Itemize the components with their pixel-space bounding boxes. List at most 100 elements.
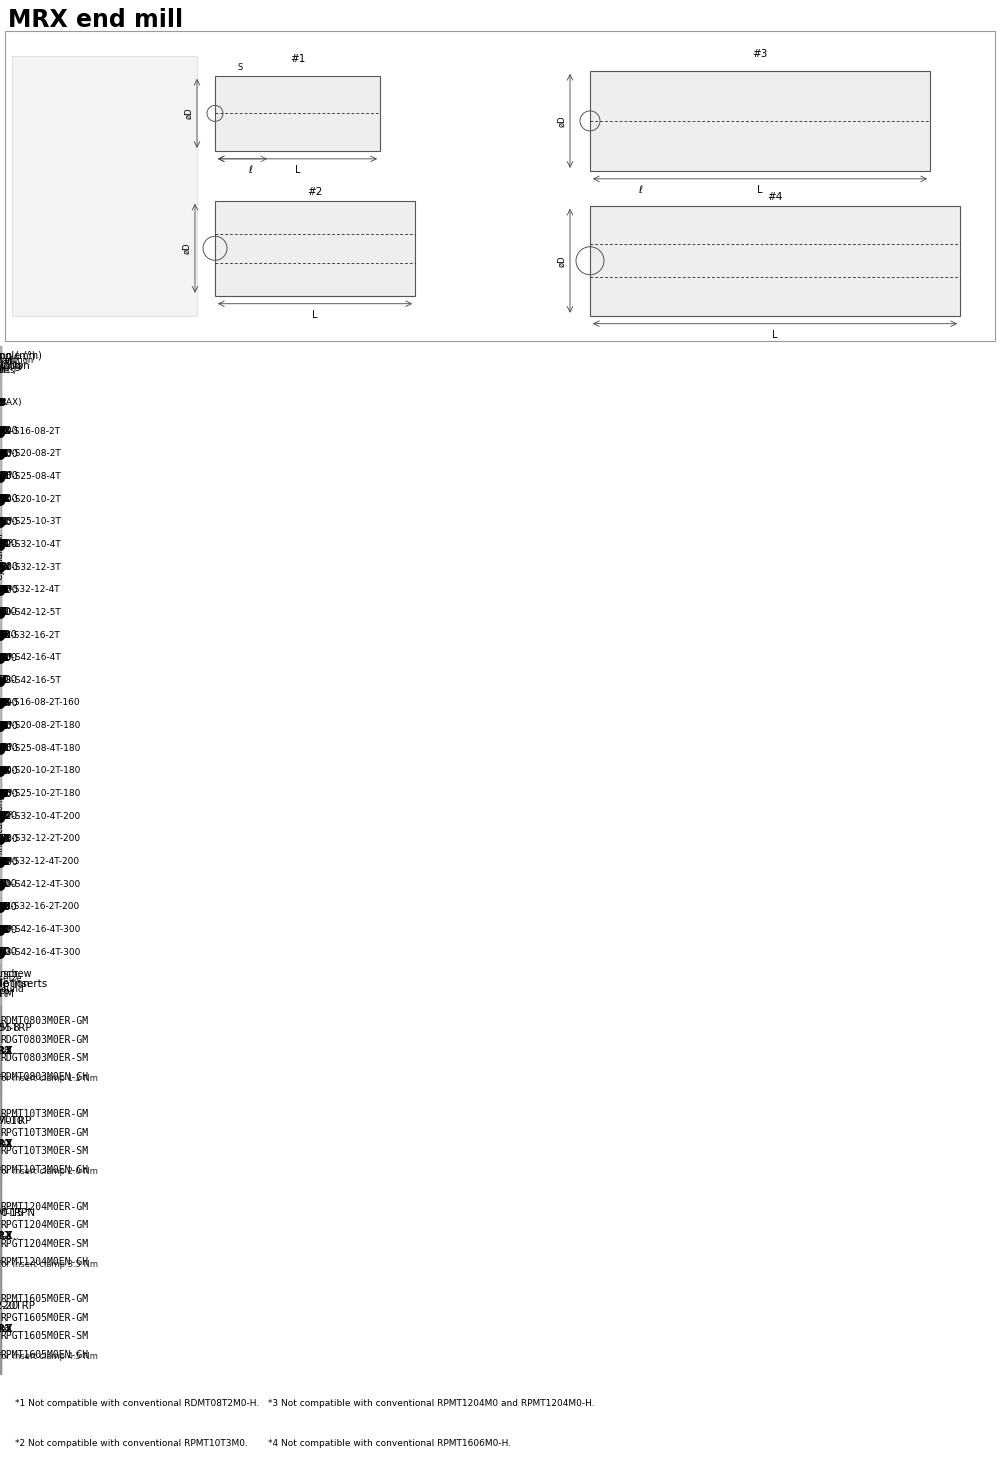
Text: 2: 2 xyxy=(0,427,3,435)
Text: L: L xyxy=(772,330,778,340)
Text: Clamp screw: Clamp screw xyxy=(0,969,32,978)
Text: #3: #3 xyxy=(0,902,8,912)
Text: 20: 20 xyxy=(0,766,7,775)
Text: ●: ● xyxy=(0,696,6,709)
Text: -5.5°: -5.5° xyxy=(0,516,12,527)
Text: Recommended torque for insert clamp 2.0 Nm: Recommended torque for insert clamp 2.0 … xyxy=(0,1167,98,1175)
Text: ●: ● xyxy=(0,560,6,574)
Text: Drawing: Drawing xyxy=(0,360,21,371)
Text: ●: ● xyxy=(0,787,6,800)
Text: 15,500: 15,500 xyxy=(0,925,18,934)
Text: 32: 32 xyxy=(0,630,7,640)
Text: 4: 4 xyxy=(0,925,3,934)
Text: 140: 140 xyxy=(0,585,10,594)
Text: 120: 120 xyxy=(0,472,10,481)
Text: #2: #2 xyxy=(0,472,8,481)
Text: 140: 140 xyxy=(0,630,10,640)
Text: #2: #2 xyxy=(0,812,8,821)
Text: ····-12...: ····-12... xyxy=(0,1231,19,1242)
Text: 20: 20 xyxy=(0,494,7,505)
Text: RPGT1204M0ER-GM: RPGT1204M0ER-GM xyxy=(1,1221,89,1230)
Text: #2: #2 xyxy=(0,788,8,799)
Text: Yes: Yes xyxy=(0,653,9,662)
Text: RDGT0803M0ER-GM: RDGT0803M0ER-GM xyxy=(1,1036,89,1044)
Text: -5.5°: -5.5° xyxy=(0,653,12,662)
Text: 4: 4 xyxy=(0,449,3,459)
Text: Recommended torque for insert clamp 3.5 Nm: Recommended torque for insert clamp 3.5 … xyxy=(0,1259,98,1268)
Text: 38,000: 38,000 xyxy=(0,699,18,708)
Text: Cylindrical (Long): Cylindrical (Long) xyxy=(0,790,5,865)
Text: MRX end mill: MRX end mill xyxy=(8,7,183,32)
Text: #3: #3 xyxy=(0,925,8,934)
Text: 5: 5 xyxy=(0,788,3,799)
Text: 160: 160 xyxy=(0,699,10,708)
Text: ●: ● xyxy=(0,855,6,868)
Bar xyxy=(590,206,960,316)
Text: ●: ● xyxy=(0,741,6,755)
Text: RDMT0803M0EN-GH: RDMT0803M0EN-GH xyxy=(1,1072,89,1083)
Text: 32-S32-10-4T-200: 32-S32-10-4T-200 xyxy=(0,812,80,821)
Text: *1 Not compatible with conventional RDMT08T2M0-H.   *3 Not compatible with conve: *1 Not compatible with conventional RDMT… xyxy=(15,1399,595,1408)
Text: 22,500: 22,500 xyxy=(0,812,18,821)
Text: 180: 180 xyxy=(0,721,10,731)
Text: RPMT1605M0EN-GH: RPMT1605M0EN-GH xyxy=(1,1350,89,1361)
Text: #3: #3 xyxy=(0,585,8,594)
Text: 16: 16 xyxy=(0,699,6,708)
Text: RPMT1204M0EN-GH: RPMT1204M0EN-GH xyxy=(1,1258,89,1268)
Text: +5°: +5° xyxy=(0,494,10,505)
Text: RPMT1605M0ER-GM: RPMT1605M0ER-GM xyxy=(1,1294,89,1305)
Text: 5.0: 5.0 xyxy=(0,494,8,505)
Text: #1: #1 xyxy=(0,699,8,708)
Text: 5: 5 xyxy=(0,608,3,618)
Text: 21,000: 21,000 xyxy=(0,856,18,866)
Text: Availability: Availability xyxy=(0,362,25,371)
Text: 2: 2 xyxy=(0,766,3,775)
Text: MRX: MRX xyxy=(0,699,11,708)
Text: MRX: MRX xyxy=(0,1324,12,1334)
Text: #2: #2 xyxy=(0,834,8,844)
Text: RPMT10T3M0ER-GM: RPMT10T3M0ER-GM xyxy=(1,1109,89,1119)
Text: 42: 42 xyxy=(0,675,7,685)
Text: 110: 110 xyxy=(0,427,10,435)
Text: 25-S25-10-3T: 25-S25-10-3T xyxy=(0,518,61,527)
Text: 13,500: 13,500 xyxy=(0,675,18,685)
Text: DTPM-10: DTPM-10 xyxy=(0,1115,23,1125)
Text: #2: #2 xyxy=(0,562,8,572)
Text: 5: 5 xyxy=(0,516,3,527)
Text: 40-S32-16-2T: 40-S32-16-2T xyxy=(0,631,61,640)
Text: MRX: MRX xyxy=(0,902,11,912)
Text: 4: 4 xyxy=(0,540,3,549)
Text: 180: 180 xyxy=(0,788,10,799)
Bar xyxy=(5,31,995,341)
Text: øD: øD xyxy=(184,107,193,119)
Text: 4: 4 xyxy=(0,947,3,958)
Text: Yes: Yes xyxy=(0,925,9,934)
Text: 40-S32-16-2T-200: 40-S32-16-2T-200 xyxy=(0,902,80,912)
Text: Yes: Yes xyxy=(0,812,9,821)
Text: 4: 4 xyxy=(0,585,3,594)
Text: ●: ● xyxy=(0,606,6,619)
Text: *2 Not compatible with conventional RPMT10T3M0.       *4 Not compatible with con: *2 Not compatible with conventional RPMT… xyxy=(15,1440,511,1449)
Text: 3: 3 xyxy=(0,562,3,572)
Text: 8.0: 8.0 xyxy=(0,925,8,934)
Text: 40: 40 xyxy=(0,630,6,640)
Text: ●: ● xyxy=(0,809,6,822)
Text: C: C xyxy=(0,399,4,407)
Text: DTPM-15: DTPM-15 xyxy=(0,1208,24,1218)
Text: A.R.(MAX): A.R.(MAX) xyxy=(0,399,23,407)
Text: Coolant
hole: Coolant hole xyxy=(0,356,17,375)
Text: 4.4: 4.4 xyxy=(0,653,8,662)
Text: 3.4: 3.4 xyxy=(0,585,8,594)
Text: 300: 300 xyxy=(0,947,10,958)
Text: 63: 63 xyxy=(0,947,6,958)
Text: Recommended torque for insert clamp 1.2 Nm: Recommended torque for insert clamp 1.2 … xyxy=(0,1074,98,1083)
Text: #1: #1 xyxy=(0,427,8,435)
Text: 4.4: 4.4 xyxy=(0,925,8,934)
Text: ●: ● xyxy=(0,538,6,552)
Text: -5.5°: -5.5° xyxy=(0,856,12,866)
Text: 50-S42-12-5T: 50-S42-12-5T xyxy=(0,608,61,616)
Text: #2: #2 xyxy=(307,187,323,197)
Text: -8°: -8° xyxy=(0,766,8,775)
Text: 25: 25 xyxy=(0,516,7,527)
Text: 28,000: 28,000 xyxy=(0,516,18,527)
